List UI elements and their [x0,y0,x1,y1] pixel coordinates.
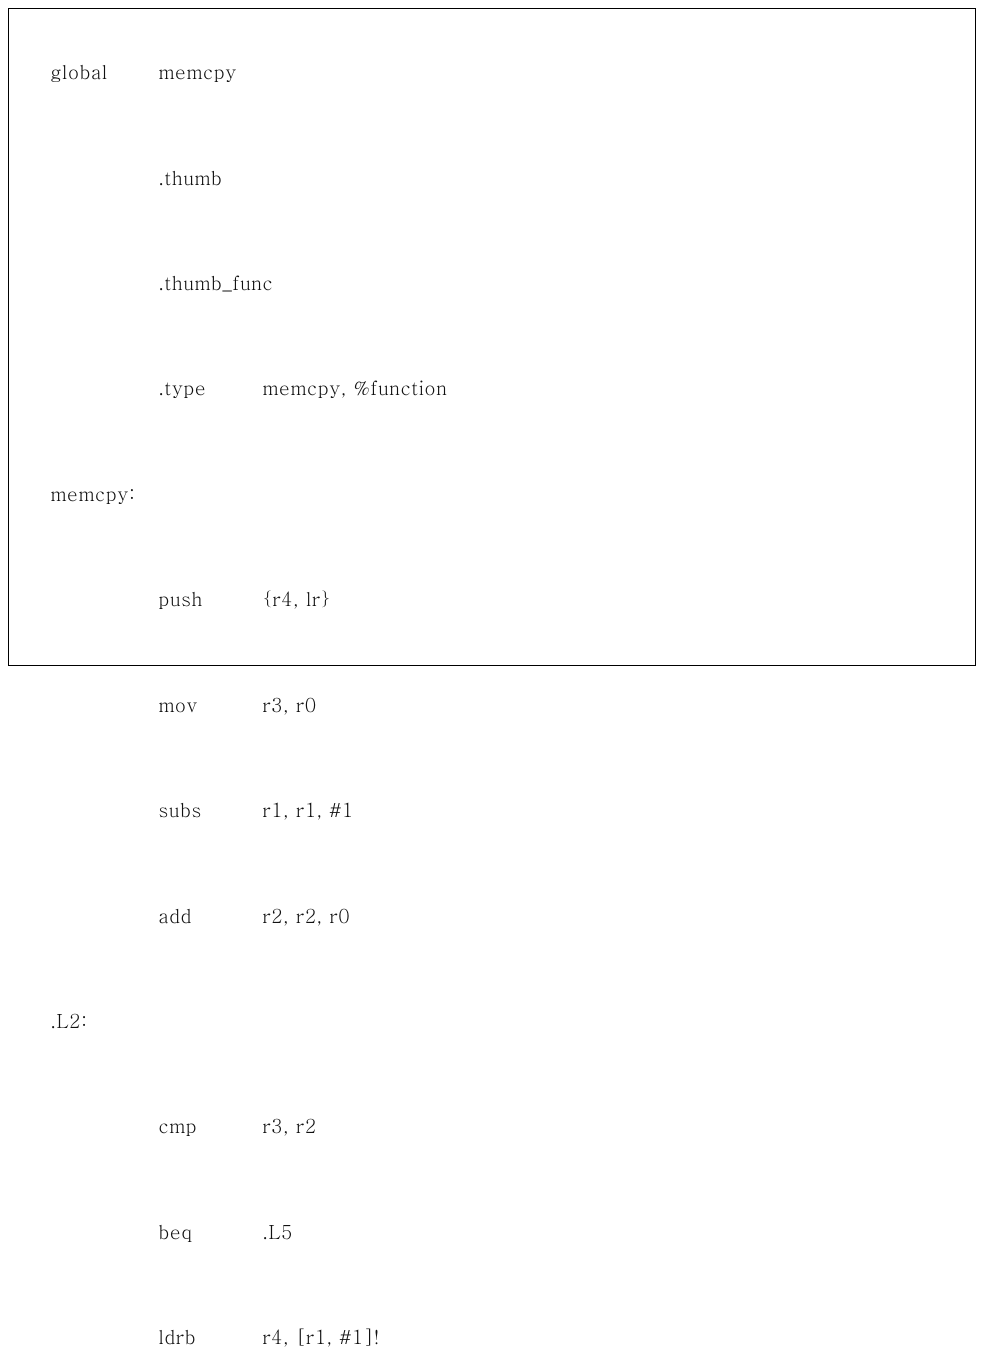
code-line: .thumb [23,124,961,229]
mnemonic-col: mov [158,687,262,722]
code-line: globalmemcpy [23,19,961,124]
label-flush: memcpy: [50,476,135,511]
operands-col: {r4, lr} [262,581,330,616]
mnemonic-col: beq [158,1214,262,1249]
code-line: subsr1, r1, #1 [23,757,961,862]
mnemonic-col: subs [158,792,262,827]
code-line: .typememcpy, %function [23,335,961,440]
code-line: push{r4, lr} [23,546,961,651]
operands-col: r4, [r1, #1]! [262,1319,380,1348]
label-col: global [50,54,158,89]
code-line: ldrbr4, [r1, #1]! [23,1284,961,1348]
code-line: movr3, r0 [23,652,961,757]
code-line: memcpy: [23,441,961,546]
mnemonic-col: memcpy [158,54,262,89]
operands-col: r3, r2 [262,1108,316,1143]
code-line: .thumb_func [23,230,961,335]
code-line: .L2: [23,968,961,1073]
mnemonic-col: push [158,581,262,616]
mnemonic-col: ldrb [158,1319,262,1348]
code-line: beq.L5 [23,1179,961,1284]
mnemonic-col: cmp [158,1108,262,1143]
mnemonic-col: .thumb_func [158,265,262,300]
mnemonic-col: .type [158,370,262,405]
code-line: cmpr3, r2 [23,1073,961,1178]
operands-col: r3, r0 [262,687,316,722]
code-line: addr2, r2, r0 [23,862,961,967]
operands-col: memcpy, %function [262,370,447,405]
assembly-code-box: globalmemcpy .thumb .thumb_func .typemem… [8,8,976,666]
operands-col: r1, r1, #1 [262,792,353,827]
label-flush: .L2: [50,1003,87,1038]
mnemonic-col: add [158,898,262,933]
operands-col: .L5 [262,1214,293,1249]
mnemonic-col: .thumb [158,160,262,195]
operands-col: r2, r2, r0 [262,898,350,933]
